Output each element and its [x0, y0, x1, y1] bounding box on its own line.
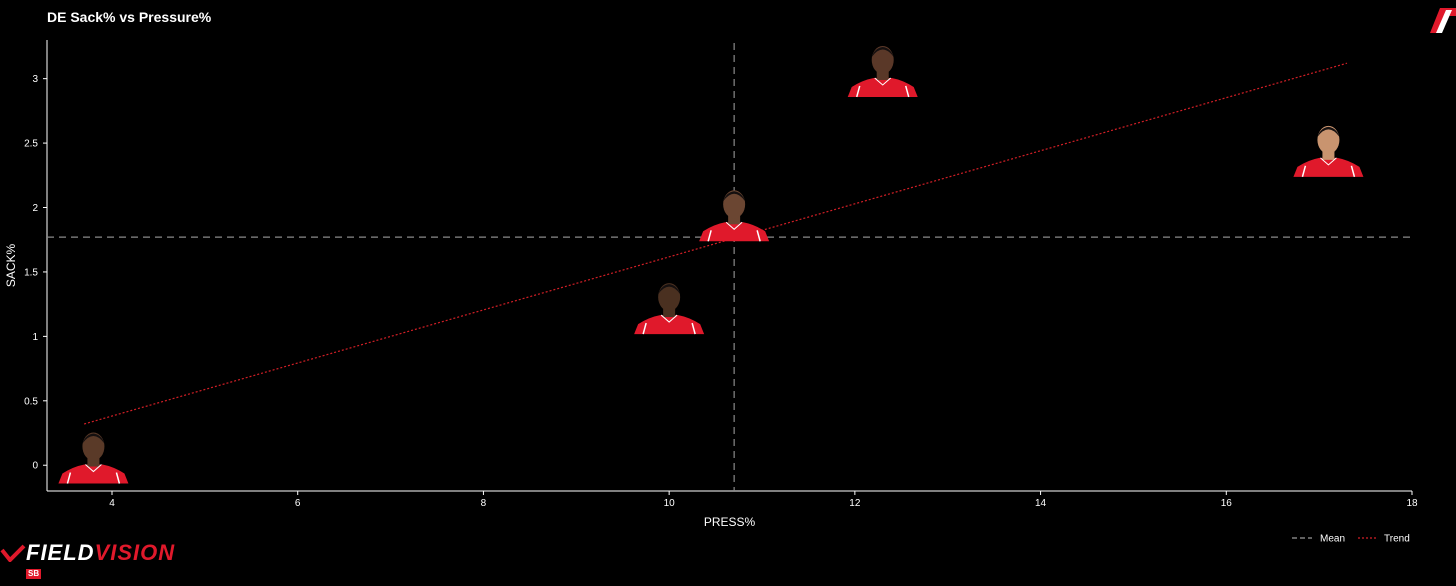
jersey-stripe [115, 472, 121, 484]
player-point [58, 432, 129, 484]
jersey-shape [847, 77, 918, 97]
jersey-stripe [691, 322, 696, 335]
trend-line [83, 62, 1348, 425]
neck-shape [728, 215, 741, 225]
player-point [699, 190, 770, 242]
x-tick-label: 14 [1035, 498, 1047, 509]
brand-name-field: FIELD [26, 540, 95, 565]
mean-lines [47, 43, 1412, 491]
y-tick-label: 0 [32, 461, 38, 472]
hair-shape [1317, 126, 1340, 137]
head-shape [658, 283, 681, 312]
x-tick-label: 12 [849, 498, 861, 509]
y-tick-label: 0.5 [24, 396, 38, 407]
jersey-shape [1293, 157, 1364, 177]
hair-shape [723, 191, 746, 202]
collar-shape [1320, 157, 1337, 166]
y-tick-label: 2 [32, 203, 38, 214]
x-tick-label: 18 [1406, 498, 1418, 509]
hair-shape [871, 46, 894, 57]
y-tick-label: 1.5 [24, 267, 38, 278]
axes: 4 6 8 10 12 14 16 18 0 0.5 1 1.5 2 2.5 3 PRESS% SACK% [4, 40, 1418, 529]
x-tick-label: 8 [481, 498, 487, 509]
jersey-stripe [904, 85, 910, 98]
head-shape [723, 190, 746, 219]
hair-shape [658, 284, 681, 295]
jersey-stripe [756, 230, 761, 242]
x-tick-label: 6 [295, 498, 301, 509]
legend: Mean Trend [1292, 534, 1410, 545]
scatter-chart: 4 6 8 10 12 14 16 18 0 0.5 1 1.5 2 2.5 3 PRESS% SACK% Me… [4, 8, 1456, 545]
head-shape [1317, 125, 1340, 154]
brand-badge: SB [26, 569, 42, 579]
player-point [634, 283, 705, 335]
jersey-shape [58, 464, 129, 484]
y-tick-label: 2.5 [24, 139, 38, 150]
player-point [847, 45, 918, 98]
player-point [1293, 125, 1364, 178]
neck-shape [663, 308, 676, 318]
chart-title: DE Sack% vs Pressure% [47, 9, 212, 25]
neck-shape [1322, 150, 1335, 160]
brand-name-vision: VISION [94, 540, 176, 565]
y-tick-label: 1 [32, 332, 38, 343]
collar-shape [874, 77, 892, 86]
logo-mark-icon [1430, 8, 1456, 33]
neck-shape [87, 457, 100, 467]
jersey-stripe [1350, 165, 1356, 178]
jersey-stripe [66, 472, 72, 484]
brand-check-icon [0, 544, 26, 562]
trend-layer [83, 62, 1348, 425]
y-axis-title: SACK% [4, 244, 18, 288]
jersey-shape [699, 222, 770, 242]
jersey-stripe [1301, 165, 1307, 178]
jersey-stripe [855, 85, 861, 98]
collar-shape [725, 221, 743, 230]
head-shape [82, 432, 105, 461]
head-shape [871, 45, 894, 74]
y-tick-label: 3 [32, 74, 38, 85]
x-tick-label: 16 [1221, 498, 1233, 509]
legend-trend-label: Trend [1384, 534, 1410, 545]
x-tick-label: 4 [109, 498, 115, 509]
collar-shape [85, 464, 102, 473]
x-axis-title: PRESS% [704, 515, 756, 529]
hair-shape [82, 433, 105, 444]
legend-mean-label: Mean [1320, 534, 1345, 545]
jersey-stripe [642, 322, 647, 335]
jersey-shape [634, 315, 705, 335]
x-tick-label: 10 [664, 498, 676, 509]
points-layer [58, 45, 1364, 484]
jersey-stripe [707, 230, 712, 242]
neck-shape [876, 70, 889, 80]
collar-shape [660, 314, 678, 323]
